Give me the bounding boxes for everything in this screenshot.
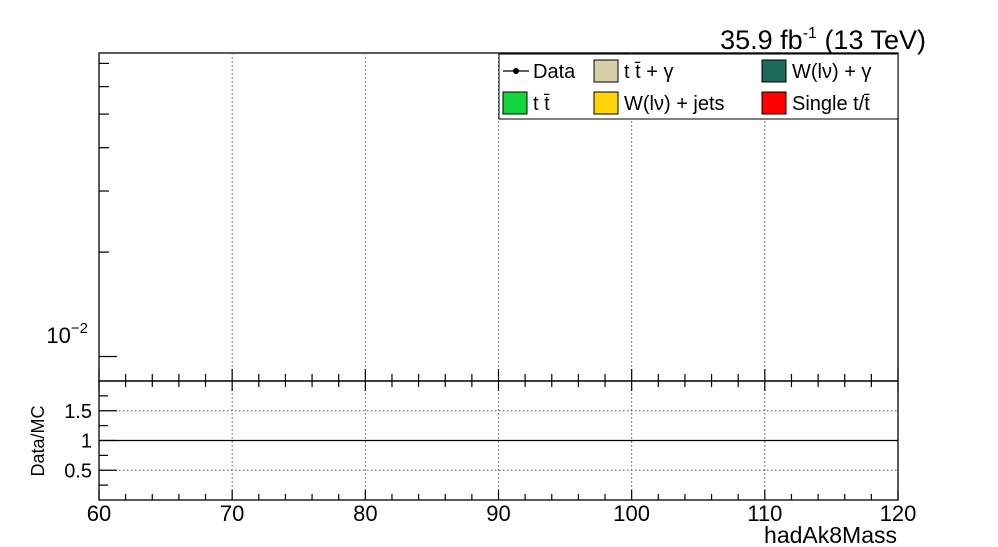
legend-swatch bbox=[593, 91, 619, 115]
main-x-grid bbox=[231, 53, 766, 381]
x-tick-label: 120 bbox=[880, 501, 917, 526]
legend-label: W(lν) + γ bbox=[792, 61, 871, 83]
lumi-exponent: -1 bbox=[803, 25, 817, 42]
main-y-tick-base: 10 bbox=[46, 323, 70, 348]
legend-data-marker bbox=[513, 68, 519, 74]
legend-swatch bbox=[502, 91, 528, 115]
y-tick-label: 1 bbox=[81, 431, 92, 453]
main-y-tick-label: 10−2 bbox=[46, 320, 88, 348]
legend-swatch bbox=[761, 91, 787, 115]
lumi-value: 35.9 fb bbox=[720, 25, 803, 55]
lumi-suffix: (13 TeV) bbox=[817, 25, 926, 55]
legend-label: Data bbox=[533, 61, 576, 83]
legend: Data t t̄ + γ W(lν) + γ t t̄ W(lν) + jets Sin… bbox=[498, 53, 899, 120]
lumi-label: 35.9 fb-1 (13 TeV) bbox=[720, 25, 926, 55]
y-tick-label: 0.5 bbox=[64, 460, 92, 482]
ratio-y-axis-label: Data/MC bbox=[28, 405, 48, 476]
ratio-panel: 60 70 80 90 100 110 120 0.5 1 1.5 Data/MC hadAk8… bbox=[28, 380, 917, 547]
legend-box bbox=[498, 53, 899, 120]
legend-label: W(lν) + jets bbox=[624, 93, 725, 115]
ratio-x-ticks: 60 70 80 90 100 110 120 bbox=[87, 381, 917, 526]
x-tick-label: 90 bbox=[486, 501, 510, 526]
x-tick-label: 80 bbox=[353, 501, 377, 526]
legend-label: t t̄ bbox=[533, 93, 550, 115]
legend-label: t t̄ + γ bbox=[624, 61, 673, 83]
main-x-ticks bbox=[98, 369, 899, 381]
legend-label: Single t/t̄ bbox=[792, 93, 870, 115]
x-tick-label: 60 bbox=[87, 501, 111, 526]
x-tick-label: 110 bbox=[747, 501, 782, 526]
x-tick-label: 100 bbox=[613, 501, 650, 526]
legend-swatch bbox=[593, 59, 619, 83]
x-axis-label: hadAk8Mass bbox=[764, 522, 897, 547]
legend-entries: Data t t̄ + γ W(lν) + γ t t̄ W(lν) + jets Sin… bbox=[502, 59, 871, 115]
x-tick-label: 70 bbox=[220, 501, 244, 526]
main-y-ticks bbox=[99, 62, 117, 358]
y-tick-label: 1.5 bbox=[64, 401, 92, 423]
ratio-y-ticks: 0.5 1 1.5 bbox=[64, 395, 117, 486]
ratio-grid bbox=[99, 381, 898, 500]
legend-swatch bbox=[761, 59, 787, 83]
main-y-tick-exponent: −2 bbox=[71, 320, 88, 337]
